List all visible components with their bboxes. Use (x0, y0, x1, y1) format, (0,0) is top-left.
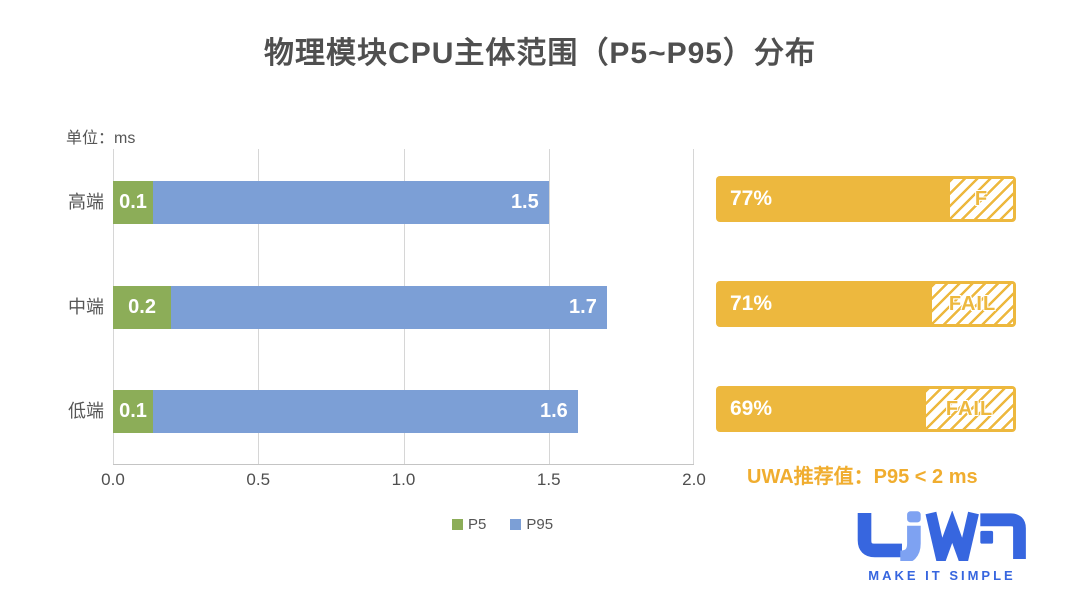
fail-label: FAIL (948, 292, 997, 315)
p5-legend-swatch-icon (452, 519, 463, 530)
p95-value-label: 1.7 (569, 296, 597, 318)
p95-value-label: 1.5 (510, 191, 539, 213)
x-axis: 0.0 0.5 1.0 1.5 2.0 (101, 470, 706, 492)
legend-label: P5 (468, 516, 487, 533)
x-tick-label: 0.5 (246, 470, 271, 489)
x-tick-label: 1.5 (536, 470, 561, 489)
fail-hatched-area: FAIL (923, 386, 1016, 432)
category-label-mid-end: 中端 (68, 297, 104, 317)
bar-row: 0.1 1.5 (113, 181, 549, 224)
p95-bar-segment: 1.7 (171, 286, 607, 329)
x-tick-label: 1.0 (391, 470, 416, 489)
legend-item-p95: P95 (510, 516, 553, 533)
p95-bar-segment: 1.6 (153, 390, 578, 433)
p95-bar-segment: 1.5 (153, 181, 549, 224)
fail-hatched-area: FAIL (929, 281, 1016, 327)
fail-label: F (974, 187, 989, 210)
p5-bar-segment: 0.1 (113, 181, 153, 224)
p5-value-label: 0.2 (128, 296, 156, 318)
uwa-logo-mark-icon (857, 510, 1026, 577)
pass-rate-fill: 69% (716, 386, 923, 432)
pass-rate-fill: 77% (716, 176, 947, 222)
uwa-logo-tagline: MAKE IT SIMPLE (868, 568, 1016, 583)
p5-value-label: 0.1 (119, 400, 147, 422)
p95-legend-swatch-icon (510, 519, 522, 530)
plot-area: 0.1 1.5 0.2 1.7 0.1 1.6 (113, 149, 694, 465)
x-tick-label: 2.0 (682, 470, 706, 489)
legend-label: P95 (526, 516, 554, 533)
pass-rate-bar: 77% F (716, 176, 1016, 222)
category-label-low-end: 低端 (68, 401, 104, 421)
pass-percent-label: 69% (730, 397, 773, 420)
bar-row: 0.1 1.6 (113, 390, 578, 433)
p5-bar-segment: 0.2 (113, 286, 172, 329)
legend-item-p5: P5 (452, 516, 486, 533)
uwa-logo: MAKE IT SIMPLE (856, 510, 1028, 583)
pass-rate-fill: 71% (716, 281, 929, 327)
fail-label: FAIL (945, 397, 994, 420)
page-title: 物理模块CPU主体范围（P5~P95）分布 (264, 37, 816, 70)
pass-rate-bar: 71% FAIL (716, 281, 1016, 327)
category-label-high-end: 高端 (68, 192, 104, 212)
x-tick-label: 0.0 (101, 470, 125, 489)
pass-percent-label: 77% (730, 187, 773, 210)
pass-percent-label: 71% (730, 292, 773, 315)
unit-label: 单位：ms (66, 130, 136, 147)
pass-rate-bar: 69% FAIL (716, 386, 1016, 432)
legend: P5 P95 (452, 516, 553, 533)
p95-value-label: 1.6 (539, 400, 568, 422)
gridline (693, 149, 694, 464)
bar-row: 0.2 1.7 (113, 286, 607, 329)
fail-hatched-area: F (947, 176, 1016, 222)
p5-bar-segment: 0.1 (113, 390, 153, 433)
p5-value-label: 0.1 (119, 191, 147, 213)
uwa-recommendation-text: UWA推荐值：P95 < 2 ms (747, 466, 978, 488)
